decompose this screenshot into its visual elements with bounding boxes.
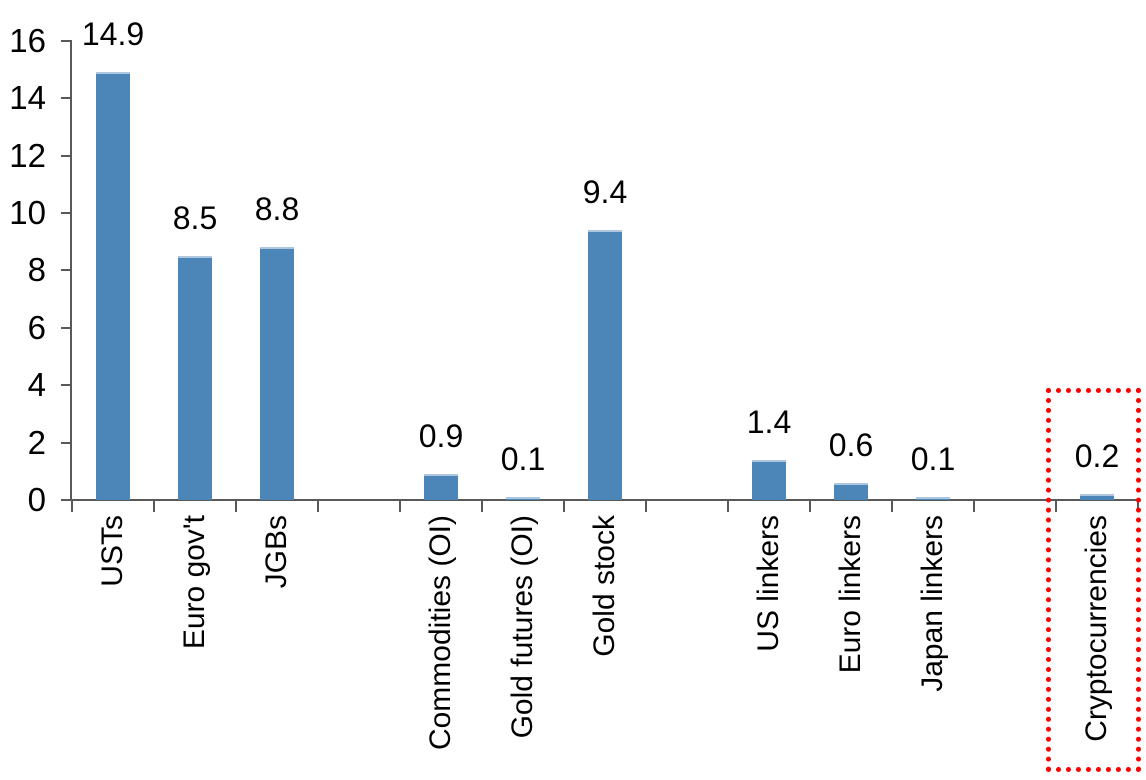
bar xyxy=(506,497,540,500)
bar xyxy=(588,230,622,500)
x-tick xyxy=(317,500,319,512)
x-tick xyxy=(727,500,729,512)
y-tick xyxy=(61,441,72,444)
y-tick xyxy=(61,499,72,501)
bar xyxy=(96,72,130,500)
category-label: US linkers xyxy=(752,515,785,652)
y-tick-label: 4 xyxy=(27,366,46,404)
category-label: Euro linkers xyxy=(834,515,867,674)
bar-value-label: 1.4 xyxy=(746,403,792,440)
category-label: Gold futures (OI) xyxy=(506,515,539,739)
category-label: Japan linkers xyxy=(916,515,949,692)
bar-value-label: 14.9 xyxy=(81,16,145,53)
y-tick-label: 10 xyxy=(9,194,46,231)
highlight-box xyxy=(1046,388,1141,772)
x-tick xyxy=(235,500,237,512)
bar-value-label: 0.9 xyxy=(418,418,464,455)
y-tick xyxy=(61,154,72,157)
x-tick xyxy=(153,500,155,512)
y-tick-label: 12 xyxy=(9,136,46,174)
category-label: USTs xyxy=(96,515,129,587)
x-tick xyxy=(71,500,73,512)
x-tick xyxy=(481,500,483,512)
bar-value-label: 9.4 xyxy=(582,174,628,211)
bar-value-label: 8.8 xyxy=(254,191,300,228)
y-tick-label: 14 xyxy=(9,79,46,117)
bar-value-label: 8.5 xyxy=(172,200,218,237)
x-tick xyxy=(809,500,811,512)
bar xyxy=(916,497,950,500)
category-label: Gold stock xyxy=(588,515,621,657)
bar-value-label: 0.1 xyxy=(500,441,546,478)
y-tick xyxy=(61,269,72,272)
y-tick xyxy=(61,39,72,42)
bar xyxy=(834,482,868,500)
x-tick xyxy=(399,500,401,512)
x-tick xyxy=(563,500,565,512)
y-tick-label: 2 xyxy=(27,423,46,461)
bar-value-label: 0.6 xyxy=(828,426,874,463)
category-label: JGBs xyxy=(260,515,293,589)
bar xyxy=(260,247,294,500)
y-tick xyxy=(61,212,72,214)
y-tick xyxy=(61,326,72,329)
x-tick xyxy=(645,500,647,512)
x-axis-line xyxy=(70,499,1140,501)
bar-value-label: 0.2 xyxy=(1074,438,1120,475)
x-tick xyxy=(1055,500,1057,512)
x-tick xyxy=(973,500,975,512)
bar xyxy=(424,474,458,500)
x-tick xyxy=(891,500,893,512)
y-tick-label: 0 xyxy=(27,481,46,518)
category-label: Euro gov't xyxy=(178,515,211,650)
bar xyxy=(178,256,212,500)
category-label: Commodities (OI) xyxy=(424,515,457,751)
y-tick xyxy=(61,97,72,100)
y-tick-label: 8 xyxy=(27,251,46,289)
y-tick-label: 16 xyxy=(9,21,46,59)
bar-value-label: 0.1 xyxy=(910,441,956,478)
bar xyxy=(1080,494,1114,500)
bar xyxy=(752,459,786,500)
y-tick xyxy=(61,384,72,387)
y-tick-label: 6 xyxy=(27,308,46,346)
